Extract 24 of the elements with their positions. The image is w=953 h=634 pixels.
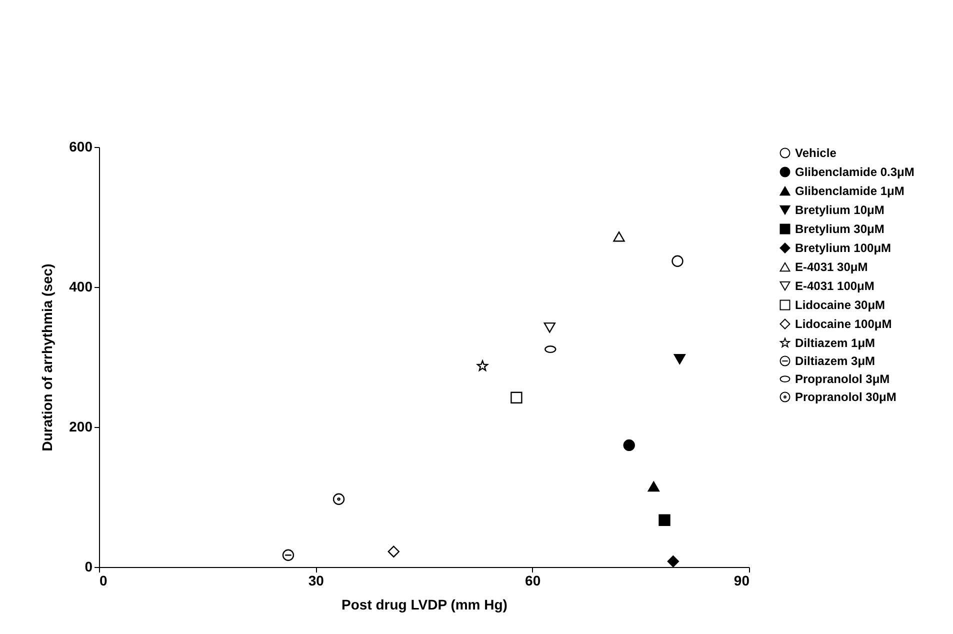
legend-label: Diltiazem 3μM (795, 354, 876, 368)
legend-label: Bretylium 100μM (795, 241, 892, 255)
legend-label: E-4031 100μM (795, 279, 874, 293)
x-axis-title: Post drug LVDP (mm Hg) (342, 596, 508, 612)
legend-label: Propranolol 30μM (795, 390, 896, 404)
legend-label: Vehicle (795, 146, 837, 160)
y-tick-label: 600 (69, 138, 93, 154)
y-tick-label: 400 (69, 278, 93, 294)
legend-label: Glibenclamide 0.3μM (795, 165, 914, 179)
legend-label: Bretylium 30μM (795, 222, 884, 236)
legend-label: Propranolol 3μM (795, 372, 890, 386)
x-tick-label: 0 (100, 572, 108, 588)
y-tick-label: 200 (69, 418, 93, 434)
legend-label: Glibenclamide 1μM (795, 184, 904, 198)
y-axis-title: Duration of arrhythmia (sec) (39, 264, 56, 452)
legend-label: E-4031 30μM (795, 260, 868, 274)
x-tick-label: 90 (734, 572, 750, 588)
legend-label: Lidocaine 100μM (795, 317, 892, 331)
y-tick-label: 0 (84, 558, 93, 574)
legend-label: Diltiazem 1μM (795, 336, 876, 350)
x-tick-label: 30 (308, 572, 324, 588)
legend-label: Bretylium 10μM (795, 203, 884, 217)
legend-label: Lidocaine 30μM (795, 298, 886, 312)
x-tick-label: 60 (525, 572, 541, 588)
